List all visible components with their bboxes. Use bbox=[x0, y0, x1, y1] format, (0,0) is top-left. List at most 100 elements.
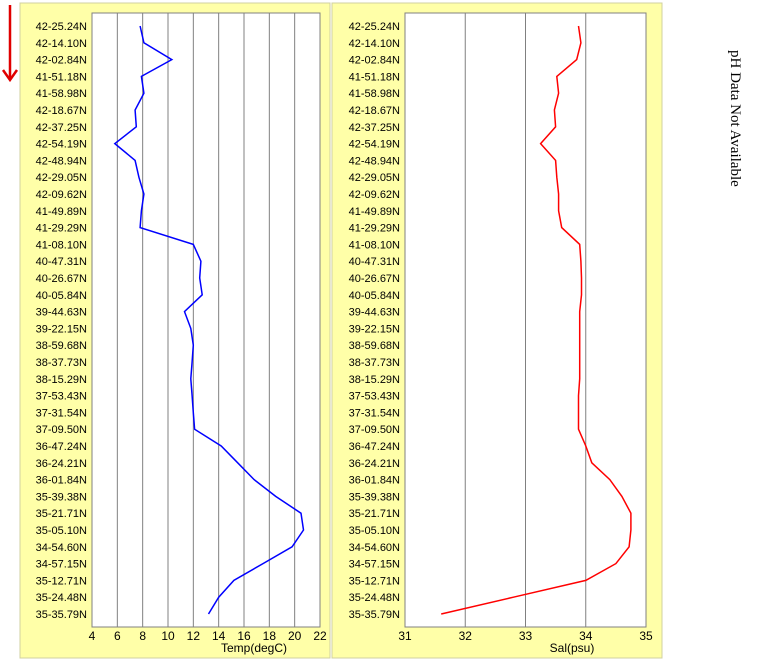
salinity-series-line bbox=[441, 25, 632, 615]
salinity-latitude-labels: 42-25.24N 42-14.10N 42-02.84N 41-51.18N 41-5… bbox=[349, 21, 400, 621]
salinity-latitude-label: 37-53.43N bbox=[349, 391, 400, 403]
temperature-latitude-label: 42-09.62N bbox=[36, 189, 87, 201]
temperature-latitude-label: 35-35.79N bbox=[36, 609, 87, 621]
temperature-x-tick-label: 8 bbox=[139, 629, 146, 643]
salinity-latitude-label: 40-26.67N bbox=[349, 273, 400, 285]
temperature-latitude-label: 37-09.50N bbox=[36, 424, 87, 436]
salinity-latitude-label: 41-58.98N bbox=[349, 88, 400, 100]
salinity-latitude-label: 37-31.54N bbox=[349, 407, 400, 419]
temperature-latitude-label: 36-24.21N bbox=[36, 458, 87, 470]
salinity-latitude-label: 42-09.62N bbox=[349, 189, 400, 201]
salinity-latitude-label: 34-57.15N bbox=[349, 559, 400, 571]
salinity-latitude-label: 35-12.71N bbox=[349, 575, 400, 587]
salinity-latitude-label: 34-54.60N bbox=[349, 542, 400, 554]
salinity-latitude-label: 35-39.38N bbox=[349, 491, 400, 503]
salinity-x-tick-labels: 31 32 33 34 35 bbox=[398, 629, 653, 643]
salinity-latitude-label: 40-47.31N bbox=[349, 256, 400, 268]
salinity-latitude-label: 42-02.84N bbox=[349, 55, 400, 67]
temperature-x-tick-label: 16 bbox=[237, 629, 251, 643]
salinity-latitude-label: 42-54.19N bbox=[349, 139, 400, 151]
temperature-latitude-label: 35-12.71N bbox=[36, 575, 87, 587]
temperature-x-tick-label: 12 bbox=[187, 629, 201, 643]
salinity-latitude-label: 41-08.10N bbox=[349, 239, 400, 251]
salinity-latitude-label: 42-14.10N bbox=[349, 38, 400, 50]
temperature-latitude-label: 39-22.15N bbox=[36, 323, 87, 335]
temperature-latitude-label: 42-37.25N bbox=[36, 122, 87, 134]
temperature-latitude-label: 36-01.84N bbox=[36, 475, 87, 487]
temperature-latitude-labels: 42-25.24N 42-14.10N 42-02.84N 41-51.18N 41-5… bbox=[36, 21, 87, 621]
temperature-x-tick-label: 14 bbox=[212, 629, 226, 643]
salinity-x-tick-label: 34 bbox=[579, 629, 593, 643]
temperature-latitude-label: 35-39.38N bbox=[36, 491, 87, 503]
temperature-x-tick-label: 6 bbox=[114, 629, 121, 643]
ph-unavailable-note: pH Data Not Available bbox=[722, 50, 752, 250]
temperature-grid bbox=[116, 13, 296, 627]
temperature-series-line bbox=[113, 25, 305, 615]
salinity-latitude-label: 35-35.79N bbox=[349, 609, 400, 621]
salinity-latitude-label: 41-51.18N bbox=[349, 71, 400, 83]
temperature-x-tick-labels: 4 6 8 10 12 14 16 18 20 22 bbox=[89, 629, 327, 643]
temperature-latitude-label: 41-08.10N bbox=[36, 239, 87, 251]
salinity-x-tick-label: 35 bbox=[639, 629, 653, 643]
temperature-latitude-label: 40-26.67N bbox=[36, 273, 87, 285]
salinity-latitude-label: 36-01.84N bbox=[349, 475, 400, 487]
salinity-x-axis-title: Sal(psu) bbox=[550, 641, 595, 655]
temperature-latitude-label: 42-18.67N bbox=[36, 105, 87, 117]
temperature-x-tick-label: 10 bbox=[161, 629, 175, 643]
temperature-latitude-label: 39-44.63N bbox=[36, 307, 87, 319]
salinity-latitude-label: 38-59.68N bbox=[349, 340, 400, 352]
salinity-latitude-label: 35-24.48N bbox=[349, 592, 400, 604]
salinity-latitude-label: 39-22.15N bbox=[349, 323, 400, 335]
salinity-latitude-label: 35-05.10N bbox=[349, 525, 400, 537]
temperature-latitude-label: 34-57.15N bbox=[36, 559, 87, 571]
ph-note-text: pH Data Not Available bbox=[727, 50, 743, 187]
salinity-grid bbox=[464, 13, 587, 627]
temperature-latitude-label: 37-53.43N bbox=[36, 391, 87, 403]
temperature-latitude-label: 41-49.89N bbox=[36, 206, 87, 218]
down-arrow-icon bbox=[1, 5, 19, 83]
temperature-latitude-label: 42-48.94N bbox=[36, 155, 87, 167]
salinity-x-tick-label: 31 bbox=[398, 629, 412, 643]
salinity-latitude-label: 38-15.29N bbox=[349, 374, 400, 386]
temperature-latitude-label: 42-54.19N bbox=[36, 139, 87, 151]
temperature-latitude-label: 38-15.29N bbox=[36, 374, 87, 386]
temperature-latitude-label: 36-47.24N bbox=[36, 441, 87, 453]
salinity-latitude-label: 41-29.29N bbox=[349, 223, 400, 235]
temperature-latitude-label: 41-29.29N bbox=[36, 223, 87, 235]
salinity-latitude-label: 39-44.63N bbox=[349, 307, 400, 319]
temperature-x-tick-label: 22 bbox=[313, 629, 327, 643]
salinity-latitude-label: 42-37.25N bbox=[349, 122, 400, 134]
salinity-latitude-label: 36-24.21N bbox=[349, 458, 400, 470]
salinity-latitude-label: 37-09.50N bbox=[349, 424, 400, 436]
salinity-latitude-label: 42-48.94N bbox=[349, 155, 400, 167]
temperature-latitude-label: 42-02.84N bbox=[36, 55, 87, 67]
temperature-x-tick-label: 20 bbox=[288, 629, 302, 643]
salinity-x-tick-label: 33 bbox=[519, 629, 533, 643]
temperature-x-tick-label: 4 bbox=[89, 629, 96, 643]
temperature-x-tick-label: 18 bbox=[263, 629, 277, 643]
temperature-latitude-label: 42-14.10N bbox=[36, 38, 87, 50]
salinity-latitude-label: 38-37.73N bbox=[349, 357, 400, 369]
temperature-latitude-label: 35-21.71N bbox=[36, 508, 87, 520]
salinity-latitude-label: 42-18.67N bbox=[349, 105, 400, 117]
temperature-x-axis-title: Temp(degC) bbox=[221, 641, 287, 655]
temperature-latitude-label: 40-05.84N bbox=[36, 290, 87, 302]
salinity-latitude-label: 36-47.24N bbox=[349, 441, 400, 453]
temperature-latitude-label: 41-58.98N bbox=[36, 88, 87, 100]
temperature-latitude-label: 34-54.60N bbox=[36, 542, 87, 554]
temperature-latitude-label: 38-59.68N bbox=[36, 340, 87, 352]
temperature-plot-area bbox=[91, 12, 321, 628]
salinity-latitude-label: 41-49.89N bbox=[349, 206, 400, 218]
temperature-latitude-label: 35-24.48N bbox=[36, 592, 87, 604]
salinity-latitude-label: 42-25.24N bbox=[349, 21, 400, 33]
salinity-latitude-label: 35-21.71N bbox=[349, 508, 400, 520]
salinity-latitude-label: 40-05.84N bbox=[349, 290, 400, 302]
temperature-latitude-label: 35-05.10N bbox=[36, 525, 87, 537]
temperature-latitude-label: 37-31.54N bbox=[36, 407, 87, 419]
temperature-latitude-label: 42-25.24N bbox=[36, 21, 87, 33]
temperature-latitude-label: 38-37.73N bbox=[36, 357, 87, 369]
salinity-x-tick-label: 32 bbox=[459, 629, 473, 643]
salinity-latitude-label: 42-29.05N bbox=[349, 172, 400, 184]
temperature-latitude-label: 40-47.31N bbox=[36, 256, 87, 268]
